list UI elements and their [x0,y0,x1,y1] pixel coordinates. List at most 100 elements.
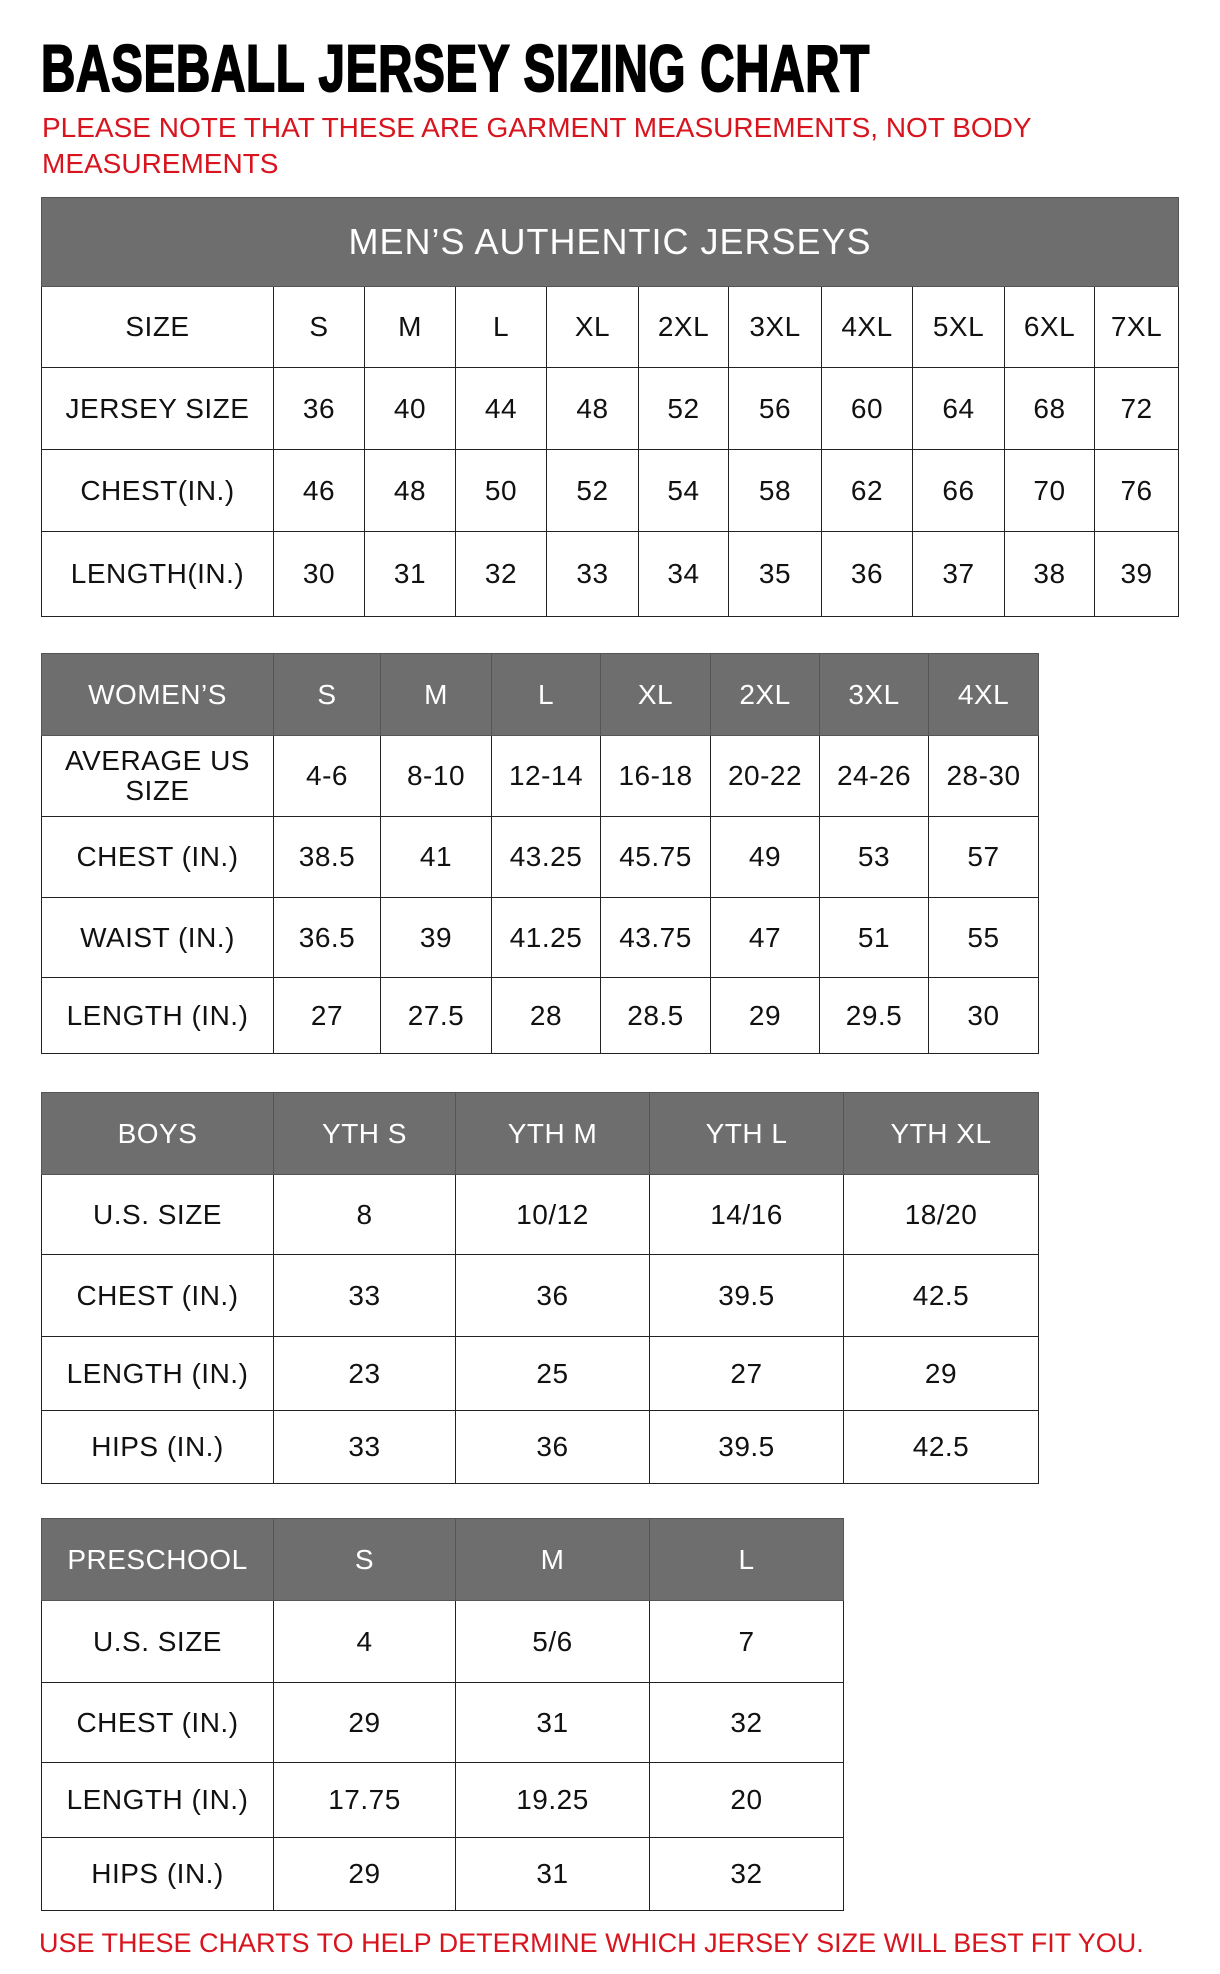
row-label: CHEST(IN.) [41,449,274,532]
size-column-header: 3XL [819,653,929,736]
measurement-cell: 52 [546,449,639,532]
measurement-cell: 49 [710,816,820,898]
measurement-cell: 31 [455,1837,650,1911]
measurement-cell: 4-6 [273,735,381,817]
measurement-cell: 56 [728,367,822,450]
measurement-cell: 41 [380,816,492,898]
header-label: PRESCHOOL [41,1518,274,1601]
table-row: U.S. SIZE 8 10/12 14/16 18/20 [41,1174,1039,1255]
womens-size-table: WOMEN’S S M L XL 2XL 3XL 4XL AVERAGE US SIZE 4-6 8… [41,653,1039,1054]
measurement-cell: 43.25 [491,816,601,898]
table-row: CHEST (IN.) 38.5 41 43.25 45.75 49 53 57 [41,816,1039,898]
measurement-cell: 12-14 [491,735,601,817]
measurement-cell: 39.5 [649,1410,844,1484]
measurement-cell: 32 [649,1837,844,1911]
row-label: LENGTH (IN.) [41,1762,274,1838]
size-column-header: M [380,653,492,736]
size-column-header: 3XL [728,286,822,368]
measurement-cell: 46 [273,449,365,532]
measurement-cell: 32 [649,1682,844,1763]
measurement-cell: 4 [273,1600,456,1683]
measurement-cell: 31 [364,531,456,617]
row-label: LENGTH (IN.) [41,1336,274,1411]
measurement-cell: 39 [380,897,492,978]
measurement-cell: 50 [455,449,547,532]
size-column-header: YTH L [649,1092,844,1175]
measurement-cell: 53 [819,816,929,898]
measurement-cell: 64 [912,367,1005,450]
measurement-cell: 48 [364,449,456,532]
measurement-cell: 54 [638,449,729,532]
measurement-cell: 36 [821,531,913,617]
row-label: CHEST (IN.) [41,1254,274,1337]
page-title: BASEBALL JERSEY SIZING CHART [40,30,871,106]
row-label: HIPS (IN.) [41,1410,274,1484]
table-row: AVERAGE US SIZE 4-6 8-10 12-14 16-18 20-22 24-… [41,735,1039,817]
measurement-cell: 57 [928,816,1039,898]
row-label: U.S. SIZE [41,1600,274,1683]
size-column-header: 4XL [928,653,1039,736]
preschool-size-table: PRESCHOOL S M L U.S. SIZE 4 5/6 7 CHEST (IN.) 29 3… [41,1518,844,1911]
measurement-cell: 37 [912,531,1005,617]
size-column-header: M [364,286,456,368]
measurement-cell: 55 [928,897,1039,978]
measurement-cell: 16-18 [600,735,711,817]
header-label: WOMEN’S [41,653,274,736]
size-column-header: 2XL [710,653,820,736]
size-column-header: XL [546,286,639,368]
measurement-cell: 33 [273,1410,456,1484]
measurement-cell: 33 [546,531,639,617]
measurement-cell: 31 [455,1682,650,1763]
measurement-cell: 28 [491,977,601,1054]
measurement-cell: 27.5 [380,977,492,1054]
table-row: LENGTH (IN.) 17.75 19.25 20 [41,1762,844,1838]
measurement-cell: 19.25 [455,1762,650,1838]
measurement-cell: 33 [273,1254,456,1337]
measurement-cell: 72 [1093,367,1180,450]
row-label: HIPS (IN.) [41,1837,274,1911]
measurement-cell: 51 [819,897,929,978]
measurement-cell: 8 [273,1174,456,1255]
size-column-header: M [455,1518,650,1601]
measurement-cell: 29 [710,977,820,1054]
table-row: HIPS (IN.) 33 36 39.5 42.5 [41,1410,1039,1484]
measurement-cell: 42.5 [843,1410,1039,1484]
table-row: LENGTH (IN.) 23 25 27 29 [41,1336,1039,1411]
size-column-header: S [273,653,381,736]
measurement-cell: 58 [728,449,822,532]
row-label: U.S. SIZE [41,1174,274,1255]
measurement-cell: 60 [821,367,913,450]
measurement-cell: 76 [1093,449,1180,532]
measurement-cell: 36 [273,367,365,450]
size-column-header: S [273,1518,456,1601]
measurement-cell: 10/12 [455,1174,650,1255]
header-label: SIZE [41,286,274,368]
size-column-header: 6XL [1004,286,1095,368]
size-column-header: L [491,653,601,736]
measurement-cell: 39.5 [649,1254,844,1337]
measurement-cell: 30 [273,531,365,617]
size-column-header: L [455,286,547,368]
size-column-header: 5XL [912,286,1005,368]
table-row: HIPS (IN.) 29 31 32 [41,1837,844,1911]
measurement-cell: 34 [638,531,729,617]
measurement-cell: 24-26 [819,735,929,817]
footer-note: USE THESE CHARTS TO HELP DETERMINE WHICH… [39,1928,1144,1958]
measurement-cell: 36 [455,1254,650,1337]
measurement-cell: 17.75 [273,1762,456,1838]
row-label: CHEST (IN.) [41,816,274,898]
measurement-cell: 47 [710,897,820,978]
measurement-cell: 38.5 [273,816,381,898]
measurement-cell: 20-22 [710,735,820,817]
size-column-header: YTH XL [843,1092,1039,1175]
measurement-cell: 5/6 [455,1600,650,1683]
measurement-cell: 8-10 [380,735,492,817]
measurement-cell: 25 [455,1336,650,1411]
measurement-cell: 45.75 [600,816,711,898]
measurement-cell: 48 [546,367,639,450]
table-header-row: SIZE S M L XL 2XL 3XL 4XL 5XL 6XL 7XL [41,286,1180,368]
measurement-cell: 18/20 [843,1174,1039,1255]
table-row: LENGTH(IN.) 30 31 32 33 34 35 36 37 38 39 [41,531,1180,617]
measurement-cell: 29.5 [819,977,929,1054]
measurement-cell: 70 [1004,449,1095,532]
